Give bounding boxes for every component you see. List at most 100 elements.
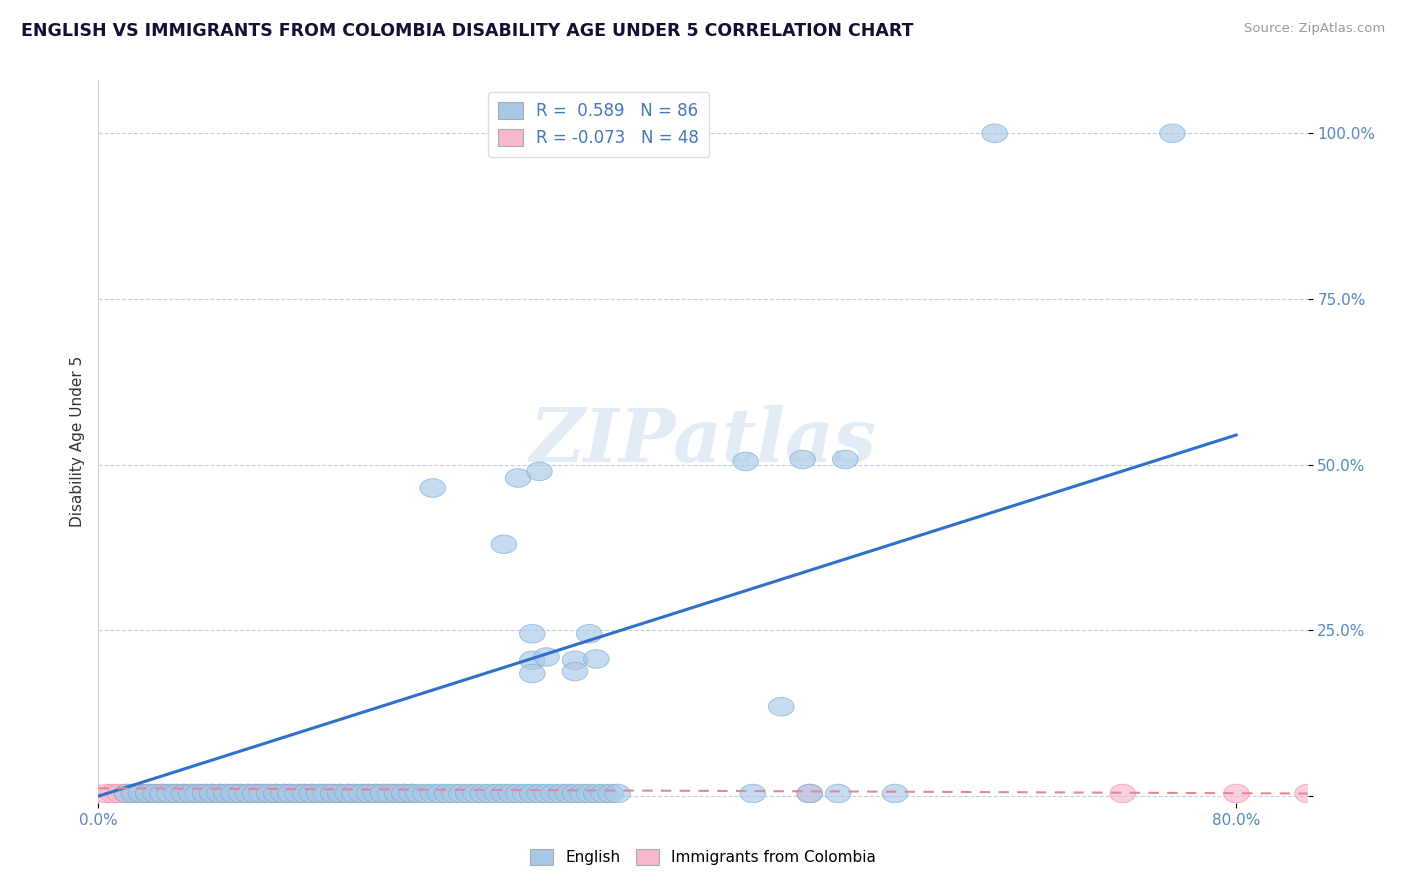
Ellipse shape (299, 784, 325, 803)
Ellipse shape (349, 784, 374, 803)
Text: ENGLISH VS IMMIGRANTS FROM COLOMBIA DISABILITY AGE UNDER 5 CORRELATION CHART: ENGLISH VS IMMIGRANTS FROM COLOMBIA DISA… (21, 22, 914, 40)
Ellipse shape (562, 784, 588, 803)
Ellipse shape (377, 784, 404, 803)
Ellipse shape (186, 784, 211, 803)
Ellipse shape (484, 784, 509, 803)
Ellipse shape (335, 784, 360, 803)
Ellipse shape (270, 784, 297, 803)
Ellipse shape (512, 784, 538, 803)
Ellipse shape (1109, 784, 1136, 803)
Ellipse shape (391, 784, 418, 803)
Ellipse shape (172, 784, 197, 803)
Ellipse shape (256, 784, 283, 803)
Ellipse shape (285, 784, 311, 803)
Ellipse shape (534, 648, 560, 666)
Ellipse shape (263, 784, 290, 803)
Ellipse shape (356, 784, 381, 803)
Ellipse shape (179, 784, 204, 803)
Ellipse shape (477, 784, 502, 803)
Ellipse shape (207, 784, 232, 803)
Ellipse shape (328, 784, 353, 803)
Ellipse shape (519, 665, 546, 682)
Ellipse shape (434, 784, 460, 803)
Ellipse shape (263, 784, 290, 803)
Ellipse shape (256, 784, 283, 803)
Ellipse shape (242, 784, 267, 803)
Ellipse shape (491, 784, 516, 803)
Ellipse shape (519, 651, 546, 670)
Ellipse shape (114, 784, 139, 803)
Ellipse shape (370, 784, 395, 803)
Ellipse shape (321, 784, 346, 803)
Ellipse shape (149, 784, 176, 803)
Ellipse shape (1295, 784, 1320, 803)
Ellipse shape (228, 784, 253, 803)
Legend: English, Immigrants from Colombia: English, Immigrants from Colombia (524, 843, 882, 871)
Ellipse shape (107, 784, 132, 803)
Ellipse shape (235, 784, 260, 803)
Ellipse shape (548, 784, 574, 803)
Ellipse shape (505, 784, 531, 803)
Ellipse shape (527, 784, 553, 803)
Ellipse shape (398, 784, 425, 803)
Ellipse shape (825, 784, 851, 803)
Ellipse shape (413, 784, 439, 803)
Text: ZIPatlas: ZIPatlas (530, 405, 876, 478)
Ellipse shape (200, 784, 225, 803)
Ellipse shape (321, 784, 346, 803)
Ellipse shape (349, 784, 374, 803)
Ellipse shape (299, 784, 325, 803)
Ellipse shape (314, 784, 339, 803)
Ellipse shape (235, 784, 260, 803)
Ellipse shape (165, 784, 190, 803)
Ellipse shape (100, 784, 125, 803)
Ellipse shape (605, 784, 630, 803)
Ellipse shape (449, 784, 474, 803)
Ellipse shape (242, 784, 267, 803)
Ellipse shape (470, 784, 495, 803)
Ellipse shape (221, 784, 246, 803)
Ellipse shape (790, 450, 815, 468)
Ellipse shape (740, 784, 766, 803)
Legend: R =  0.589   N = 86, R = -0.073   N = 48: R = 0.589 N = 86, R = -0.073 N = 48 (488, 92, 709, 157)
Ellipse shape (200, 784, 225, 803)
Ellipse shape (797, 784, 823, 803)
Ellipse shape (363, 784, 388, 803)
Ellipse shape (342, 784, 367, 803)
Ellipse shape (398, 784, 425, 803)
Ellipse shape (285, 784, 311, 803)
Ellipse shape (519, 784, 546, 803)
Ellipse shape (1160, 124, 1185, 143)
Ellipse shape (142, 784, 169, 803)
Ellipse shape (335, 784, 360, 803)
Ellipse shape (576, 784, 602, 803)
Ellipse shape (598, 784, 623, 803)
Ellipse shape (420, 479, 446, 497)
Ellipse shape (356, 784, 381, 803)
Ellipse shape (370, 784, 395, 803)
Ellipse shape (505, 468, 531, 487)
Ellipse shape (249, 784, 274, 803)
Ellipse shape (733, 452, 758, 471)
Ellipse shape (384, 784, 411, 803)
Ellipse shape (172, 784, 197, 803)
Ellipse shape (307, 784, 332, 803)
Y-axis label: Disability Age Under 5: Disability Age Under 5 (69, 356, 84, 527)
Ellipse shape (562, 651, 588, 670)
Ellipse shape (277, 784, 304, 803)
Ellipse shape (406, 784, 432, 803)
Ellipse shape (441, 784, 467, 803)
Ellipse shape (562, 662, 588, 681)
Ellipse shape (93, 784, 118, 803)
Ellipse shape (456, 784, 481, 803)
Ellipse shape (591, 784, 616, 803)
Ellipse shape (270, 784, 297, 803)
Ellipse shape (576, 624, 602, 643)
Ellipse shape (128, 784, 153, 803)
Ellipse shape (498, 784, 524, 803)
Ellipse shape (555, 784, 581, 803)
Ellipse shape (527, 462, 553, 481)
Ellipse shape (207, 784, 232, 803)
Ellipse shape (221, 784, 246, 803)
Ellipse shape (797, 784, 823, 803)
